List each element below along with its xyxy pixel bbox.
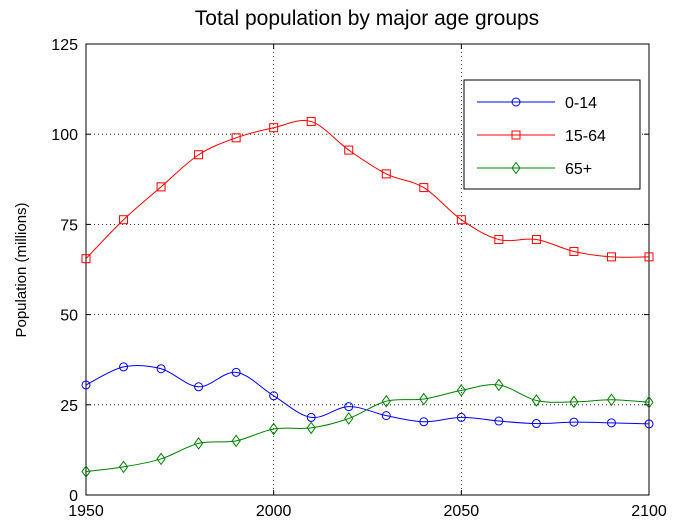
data-point-65 bbox=[606, 393, 617, 407]
data-point-0-14 bbox=[119, 362, 129, 372]
series-group bbox=[81, 117, 654, 478]
y-tick-label: 25 bbox=[60, 398, 78, 415]
legend-label-0-14: 0-14 bbox=[565, 95, 597, 112]
data-point-15-64 bbox=[156, 182, 166, 192]
data-point-15-64 bbox=[456, 215, 466, 225]
data-point-0-14 bbox=[456, 412, 466, 422]
data-point-65 bbox=[419, 392, 429, 406]
legend-marker-65 bbox=[511, 161, 521, 175]
data-point-15-64 bbox=[569, 246, 579, 256]
data-point-15-64 bbox=[381, 169, 391, 179]
data-point-65 bbox=[456, 384, 466, 397]
data-point-0-14 bbox=[344, 402, 354, 412]
y-tick-label: 50 bbox=[60, 308, 78, 325]
data-point-0-14 bbox=[644, 419, 654, 429]
data-point-65 bbox=[531, 394, 542, 407]
data-point-0-14 bbox=[231, 367, 241, 377]
y-axis-label: Population (millions) bbox=[13, 202, 30, 337]
legend-marker-0-14 bbox=[511, 97, 521, 107]
data-point-15-64 bbox=[419, 183, 429, 193]
data-point-65 bbox=[569, 395, 579, 409]
data-point-65 bbox=[644, 395, 654, 409]
data-point-15-64 bbox=[306, 117, 316, 127]
x-tick-label: 2050 bbox=[444, 503, 480, 520]
data-point-15-64 bbox=[531, 235, 541, 245]
data-point-65 bbox=[231, 434, 241, 448]
data-point-0-14 bbox=[194, 382, 204, 392]
data-point-0-14 bbox=[156, 364, 166, 374]
series-line-65 bbox=[85, 384, 650, 473]
data-point-15-64 bbox=[269, 123, 279, 133]
data-point-15-64 bbox=[81, 254, 91, 264]
data-point-65 bbox=[494, 378, 504, 392]
data-point-0-14 bbox=[606, 418, 616, 428]
y-tick-label: 0 bbox=[69, 488, 78, 505]
legend: 0-14 15-64 65+ bbox=[463, 79, 641, 190]
x-tick-label: 2100 bbox=[631, 503, 667, 520]
data-point-0-14 bbox=[269, 391, 279, 401]
legend-label-15-64: 15-64 bbox=[565, 128, 606, 145]
series-line-0-14 bbox=[85, 364, 650, 425]
data-point-0-14 bbox=[381, 411, 391, 421]
data-point-0-14 bbox=[531, 419, 541, 429]
y-tick-label: 100 bbox=[51, 127, 78, 144]
series-line-15-64 bbox=[85, 120, 650, 260]
legend-label-65: 65+ bbox=[565, 161, 592, 178]
data-point-65 bbox=[118, 460, 129, 474]
legend-marker-15-64 bbox=[511, 130, 521, 140]
data-point-0-14 bbox=[419, 417, 429, 427]
data-point-15-64 bbox=[194, 150, 204, 160]
data-point-65 bbox=[81, 465, 91, 478]
x-tick-label: 1950 bbox=[68, 503, 104, 520]
data-point-15-64 bbox=[119, 215, 129, 225]
chart-title: Total population by major age groups bbox=[195, 7, 539, 30]
data-point-65 bbox=[344, 412, 354, 425]
data-point-15-64 bbox=[644, 252, 654, 262]
y-tick-label: 125 bbox=[51, 37, 78, 54]
data-point-15-64 bbox=[344, 145, 354, 155]
data-point-65 bbox=[381, 394, 391, 408]
data-point-65 bbox=[306, 421, 316, 435]
data-point-0-14 bbox=[81, 380, 91, 390]
y-tick-label: 75 bbox=[60, 217, 78, 234]
data-point-0-14 bbox=[494, 416, 504, 426]
plot-frame bbox=[85, 43, 650, 496]
data-point-15-64 bbox=[231, 133, 241, 143]
data-point-0-14 bbox=[569, 417, 579, 427]
data-point-65 bbox=[156, 452, 166, 466]
data-point-15-64 bbox=[494, 235, 504, 245]
x-tick-label: 2000 bbox=[256, 503, 292, 520]
data-point-65 bbox=[193, 437, 204, 450]
data-point-0-14 bbox=[306, 412, 316, 422]
data-point-65 bbox=[269, 422, 279, 436]
data-point-15-64 bbox=[606, 252, 616, 262]
